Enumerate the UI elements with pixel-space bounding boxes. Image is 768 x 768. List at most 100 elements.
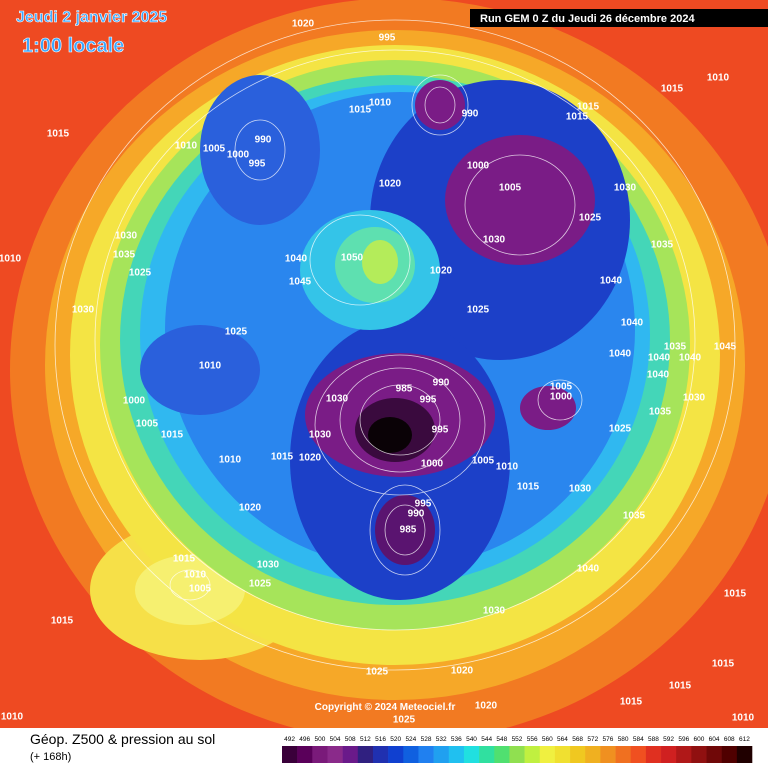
isobars (54, 19, 736, 671)
isobar-label: 1035 (664, 342, 687, 353)
isobar-label: 995 (379, 33, 396, 44)
isobar-label: 1015 (51, 616, 74, 627)
scale-label: 544 (481, 736, 492, 743)
scale-label: 504 (330, 736, 341, 743)
isobar-label: 1000 (421, 459, 444, 470)
isobar-label: 995 (420, 395, 437, 406)
isobar-label: 1030 (115, 231, 138, 242)
scale-swatch (479, 746, 495, 763)
isobar-label: 1015 (661, 84, 684, 95)
isobar-label: 1030 (683, 393, 706, 404)
isobar-label: 990 (255, 135, 272, 146)
scale-label: 540 (466, 736, 477, 743)
scale-swatch (403, 746, 419, 763)
isobar-label: 1015 (47, 129, 70, 140)
isobar-label: 1015 (577, 102, 600, 113)
scale-swatch (494, 746, 510, 763)
isobar-label: 1010 (496, 462, 519, 473)
isobar-label: 1010 (184, 570, 207, 581)
isobar-label: 1035 (113, 250, 136, 261)
isobar-label: 1025 (609, 424, 632, 435)
isobar-label: 1015 (517, 482, 540, 493)
scale-label: 492 (284, 736, 295, 743)
scale-label: 520 (390, 736, 401, 743)
scale-label: 580 (618, 736, 629, 743)
legend-title: Géop. Z500 & pression au sol (30, 731, 215, 747)
isobar-label: 1015 (349, 105, 372, 116)
isobar-label: 1020 (430, 266, 453, 277)
isobar-label: 1030 (569, 484, 592, 495)
scale-label: 512 (360, 736, 371, 743)
scale-label: 548 (496, 736, 507, 743)
scale-swatch (357, 746, 374, 763)
scale-swatch (645, 746, 662, 763)
isobar-label: 1010 (199, 361, 222, 372)
isobar-label: 1040 (609, 349, 632, 360)
isobar-label: 1040 (577, 564, 600, 575)
scale-swatch (282, 746, 298, 763)
isobar-label: 1005 (189, 584, 212, 595)
isobar-label: 1035 (651, 240, 674, 251)
run-box (470, 9, 768, 27)
isobar-label: 990 (462, 109, 479, 120)
scale-label: 612 (739, 736, 750, 743)
isobar-label: 1025 (129, 268, 152, 279)
scale-label: 596 (678, 736, 689, 743)
isobar-label: 1030 (614, 183, 637, 194)
isobar-label: 1010 (1, 712, 24, 723)
scale-swatch (297, 746, 313, 763)
isobar-label: 1035 (623, 511, 646, 522)
scale-swatch (463, 746, 480, 763)
isobar-label: 1020 (379, 179, 402, 190)
isobar-label: 995 (249, 159, 266, 170)
color-scale: 492 496 500 504 508 512 516 520 524 528 532 536 540 5… (282, 736, 753, 763)
isobar-label: 995 (432, 425, 449, 436)
height-field (10, 0, 768, 728)
isobar-label: 1020 (299, 453, 322, 464)
isobar-label: 1000 (550, 392, 573, 403)
scale-label: 552 (512, 736, 523, 743)
scale-label: 532 (436, 736, 447, 743)
isobar-label: 1015 (669, 681, 692, 692)
scale-swatch (418, 746, 434, 763)
isobar-label: 1010 (732, 713, 755, 724)
isobar-label: 1025 (225, 327, 248, 338)
scale-label: 560 (542, 736, 553, 743)
isobar-label: 1010 (219, 455, 242, 466)
scale-label: 600 (694, 736, 705, 743)
isobar-label: 1010 (369, 98, 392, 109)
scale-swatch (615, 746, 632, 763)
isobar-label: 1030 (483, 606, 506, 617)
isobar-label: 1040 (679, 353, 702, 364)
isobar-label: 1025 (249, 579, 272, 590)
legend: Géop. Z500 & pression au sol (+ 168h) 49… (0, 728, 768, 768)
isobar-label: 1015 (712, 659, 735, 670)
scale-label: 584 (633, 736, 644, 743)
forecast-lead: (+ 168h) (30, 751, 71, 763)
scale-label: 528 (421, 736, 432, 743)
scale-label: 588 (648, 736, 659, 743)
isobar-label: 995 (415, 499, 432, 510)
isobar-label: 1020 (292, 19, 315, 30)
isobar-label: 1015 (620, 697, 643, 708)
isobar-label: 1015 (173, 554, 196, 565)
isobar-label: 1025 (366, 667, 389, 678)
scale-label: 556 (527, 736, 538, 743)
isobar-label: 1030 (257, 560, 280, 571)
scale-swatch (661, 746, 677, 763)
scale-swatch (327, 746, 343, 763)
scale-swatch (539, 746, 556, 763)
scale-label: 572 (587, 736, 598, 743)
isobar-label: 1000 (227, 150, 250, 161)
isobar-label: 1015 (271, 452, 294, 463)
isobar-label: 990 (433, 378, 450, 389)
isobar-label: 1040 (647, 370, 670, 381)
scale-swatch (630, 746, 647, 763)
scale-label: 604 (709, 736, 720, 743)
isobar-label: 1020 (475, 701, 498, 712)
isobar-label: 1050 (341, 253, 364, 264)
isobar-label: 1025 (579, 213, 602, 224)
